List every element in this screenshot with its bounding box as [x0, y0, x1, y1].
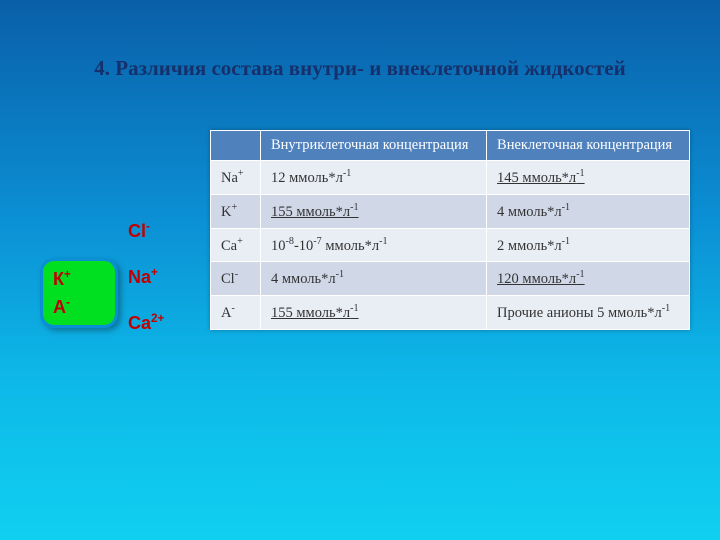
- cell-intracellular: 155 ммоль*л-1: [261, 296, 487, 330]
- ion-a-minus: А-: [53, 296, 105, 318]
- table-body: Na+12 ммоль*л-1145 ммоль*л-1K+155 ммоль*…: [211, 161, 690, 330]
- table-row: Na+12 ммоль*л-1145 ммоль*л-1: [211, 161, 690, 195]
- cell-ion: K+: [211, 194, 261, 228]
- cell-extracellular: 2 ммоль*л-1: [487, 228, 690, 262]
- cell-extracellular: Прочие анионы 5 ммоль*л-1: [487, 296, 690, 330]
- cell-ion: Na+: [211, 161, 261, 195]
- cell-extracellular: 145 ммоль*л-1: [487, 161, 690, 195]
- cell-ion: Cl-: [211, 262, 261, 296]
- ion-base: Na: [128, 267, 151, 287]
- ion-base: К: [53, 269, 64, 289]
- ion-sup: +: [151, 266, 158, 279]
- ion-ca: Ca2+: [128, 312, 164, 334]
- ion-na: Na+: [128, 266, 164, 288]
- cell-intracellular: 155 ммоль*л-1: [261, 194, 487, 228]
- cell-intracellular: 10-8-10-7 ммоль*л-1: [261, 228, 487, 262]
- ion-sup: -: [66, 296, 70, 309]
- ion-sup: 2+: [151, 312, 164, 325]
- th-extracellular: Внеклеточная концентрация: [487, 131, 690, 161]
- ion-base: Cl: [128, 221, 146, 241]
- cell-intracellular: 4 ммоль*л-1: [261, 262, 487, 296]
- concentration-table: Внутриклеточная концентрация Внеклеточна…: [210, 130, 690, 330]
- concentration-table-wrap: Внутриклеточная концентрация Внеклеточна…: [210, 130, 690, 330]
- table-row: Ca+10-8-10-7 ммоль*л-12 ммоль*л-1: [211, 228, 690, 262]
- cell-extracellular: 4 ммоль*л-1: [487, 194, 690, 228]
- slide-title: 4. Различия состава внутри- и внеклеточн…: [60, 55, 660, 82]
- table-row: K+155 ммоль*л-14 ммоль*л-1: [211, 194, 690, 228]
- ion-sup: +: [64, 268, 71, 281]
- extracellular-ion-labels: Cl- Na+ Ca2+: [128, 220, 164, 334]
- table-row: A-155 ммоль*л-1Прочие анионы 5 ммоль*л-1: [211, 296, 690, 330]
- table-row: Cl-4 ммоль*л-1120 ммоль*л-1: [211, 262, 690, 296]
- ion-base: Ca: [128, 313, 151, 333]
- ion-sup: -: [146, 220, 150, 233]
- table-header-row: Внутриклеточная концентрация Внеклеточна…: [211, 131, 690, 161]
- ion-base: А: [53, 297, 66, 317]
- th-intracellular: Внутриклеточная концентрация: [261, 131, 487, 161]
- th-blank: [211, 131, 261, 161]
- cell-ion: A-: [211, 296, 261, 330]
- ion-k-plus: К+: [53, 268, 105, 290]
- cell-ion: Ca+: [211, 228, 261, 262]
- ion-cl: Cl-: [128, 220, 164, 242]
- cell-extracellular: 120 ммоль*л-1: [487, 262, 690, 296]
- intracellular-box: К+ А-: [40, 258, 118, 328]
- cell-intracellular: 12 ммоль*л-1: [261, 161, 487, 195]
